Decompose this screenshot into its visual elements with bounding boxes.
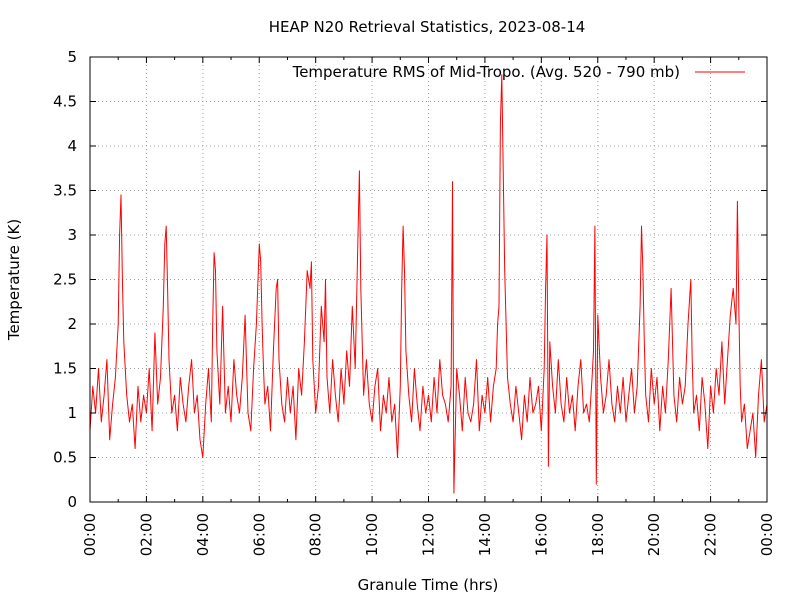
y-tick-label: 4.5 <box>53 93 77 111</box>
x-tick-label: 14:00 <box>476 513 494 556</box>
y-tick-label: 2 <box>67 315 77 333</box>
y-tick-label: 0.5 <box>53 449 77 467</box>
chart-title: HEAP N20 Retrieval Statistics, 2023-08-1… <box>269 18 586 36</box>
legend: Temperature RMS of Mid-Tropo. (Avg. 520 … <box>292 63 745 81</box>
y-tick-label: 3 <box>67 226 77 244</box>
y-tick-label: 3.5 <box>53 182 77 200</box>
x-tick-label: 18:00 <box>589 513 607 556</box>
y-tick-label: 1 <box>67 404 77 422</box>
y-tick-label: 4 <box>67 137 77 155</box>
x-tick-label: 20:00 <box>645 513 663 556</box>
x-axis-label: Granule Time (hrs) <box>358 576 499 594</box>
y-tick-label: 1.5 <box>53 360 77 378</box>
x-tick-label: 10:00 <box>363 513 381 556</box>
x-tick-label: 08:00 <box>307 513 325 556</box>
x-tick-label: 00:00 <box>81 513 99 556</box>
x-tick-label: 00:00 <box>758 513 776 556</box>
y-tick-label: 5 <box>67 48 77 66</box>
legend-label: Temperature RMS of Mid-Tropo. (Avg. 520 … <box>292 63 680 81</box>
series-line <box>89 74 768 494</box>
x-tick-label: 22:00 <box>702 513 720 556</box>
x-tick-label: 06:00 <box>250 513 268 556</box>
series-layer <box>89 74 768 494</box>
x-tick-label: 02:00 <box>137 513 155 556</box>
ticks: 0 0.5 1 1.5 2 2.5 3 3.5 4 4.5 5 00:00 02:00 04:00 06:0… <box>53 48 776 556</box>
y-axis-label: Temperature (K) <box>5 219 23 341</box>
x-tick-label: 12:00 <box>420 513 438 556</box>
y-tick-label: 0 <box>67 493 77 511</box>
grid <box>90 57 767 502</box>
x-tick-label: 16:00 <box>532 513 550 556</box>
x-tick-label: 04:00 <box>194 513 212 556</box>
y-tick-label: 2.5 <box>53 271 77 289</box>
